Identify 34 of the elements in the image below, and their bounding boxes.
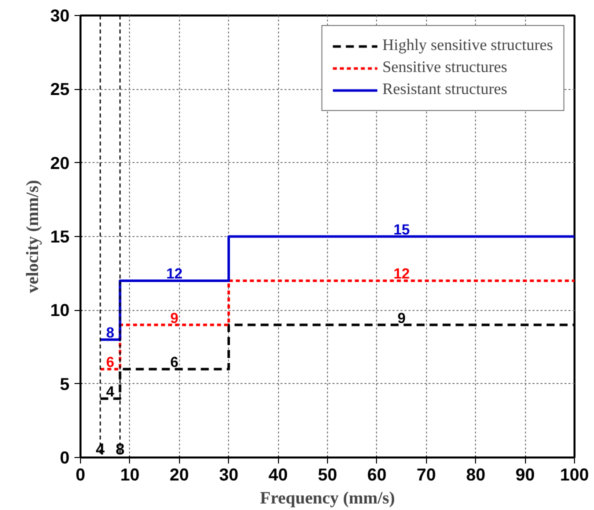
annotation: 6	[106, 355, 114, 372]
x-tick-label: 50	[318, 464, 338, 484]
x-tick-label: 20	[170, 464, 189, 484]
legend-label: Sensitive structures	[382, 59, 508, 77]
x-tick-label: 30	[219, 464, 238, 484]
ref-line-label: 8	[116, 442, 125, 458]
annotation: 12	[166, 266, 183, 283]
x-tick-label: 40	[268, 464, 288, 484]
x-tick-label: 100	[560, 464, 589, 484]
annotation: 8	[106, 326, 114, 342]
y-tick-label: 20	[50, 152, 70, 173]
x-tick-label: 70	[416, 464, 436, 484]
y-tick-label: 10	[50, 300, 70, 320]
y-tick-label: 0	[60, 448, 70, 468]
ref-line-label: 4	[96, 442, 105, 458]
x-axis-title: Frequency (mm/s)	[260, 488, 396, 508]
annotation: 6	[170, 355, 178, 372]
y-axis-title: velocity (mm/s)	[23, 180, 42, 294]
annotation: 15	[393, 222, 410, 238]
annotation: 12	[393, 266, 410, 283]
legend-label: Resistant structures	[382, 81, 508, 99]
legend-label: Highly sensitive structures	[382, 37, 553, 55]
x-tick-label: 90	[515, 464, 535, 484]
annotation: 9	[170, 310, 178, 327]
y-tick-label: 25	[50, 79, 70, 100]
annotation: 4	[106, 384, 116, 401]
x-tick-label: 0	[76, 464, 86, 484]
y-tick-label: 5	[60, 374, 70, 394]
annotation: 9	[398, 310, 406, 327]
x-tick-label: 80	[466, 464, 486, 484]
x-tick-label: 60	[367, 464, 387, 484]
x-tick-label: 10	[120, 464, 140, 484]
y-tick-label: 15	[50, 226, 70, 246]
y-tick-label: 30	[50, 6, 70, 26]
